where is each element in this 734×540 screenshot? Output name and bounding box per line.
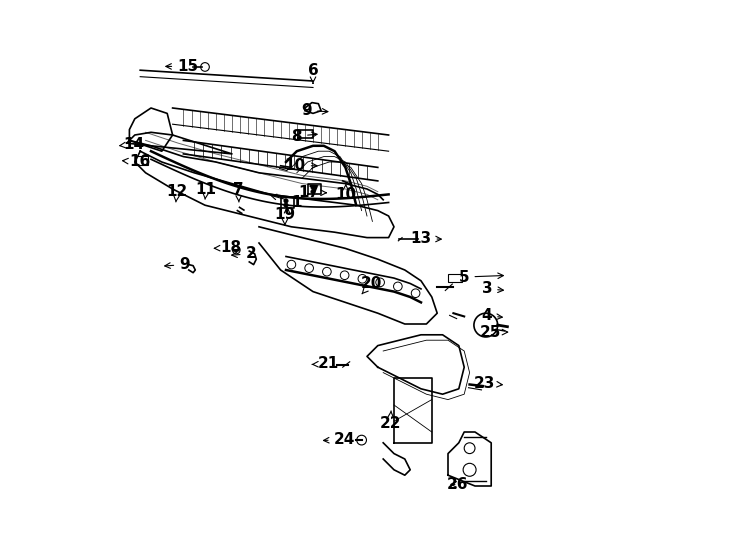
Text: 2: 2 bbox=[232, 246, 256, 261]
Circle shape bbox=[284, 199, 288, 203]
Text: 11: 11 bbox=[195, 181, 217, 199]
Text: 18: 18 bbox=[214, 240, 241, 255]
Circle shape bbox=[310, 190, 315, 194]
Text: 7: 7 bbox=[233, 181, 244, 202]
Text: 13: 13 bbox=[410, 231, 441, 246]
Bar bbox=[448, 274, 462, 282]
Text: 8: 8 bbox=[291, 129, 317, 144]
Text: 21: 21 bbox=[312, 356, 339, 372]
Text: 4: 4 bbox=[482, 308, 502, 323]
Text: 14: 14 bbox=[120, 137, 145, 152]
Circle shape bbox=[284, 203, 288, 207]
Text: 26: 26 bbox=[447, 477, 468, 492]
Text: 9: 9 bbox=[164, 257, 190, 272]
Text: 22: 22 bbox=[379, 411, 401, 431]
Text: 15: 15 bbox=[166, 59, 198, 74]
Text: 1: 1 bbox=[271, 194, 302, 210]
Text: 25: 25 bbox=[479, 325, 508, 340]
Text: 16: 16 bbox=[123, 154, 150, 170]
Text: 17: 17 bbox=[299, 185, 327, 200]
Circle shape bbox=[310, 185, 315, 190]
Text: 6: 6 bbox=[308, 63, 319, 83]
Text: 23: 23 bbox=[474, 376, 502, 391]
Text: 9: 9 bbox=[301, 103, 328, 118]
Text: 12: 12 bbox=[167, 184, 188, 202]
Text: 19: 19 bbox=[275, 207, 296, 225]
Text: 10: 10 bbox=[285, 158, 317, 173]
Text: 10: 10 bbox=[335, 184, 356, 202]
Text: 24: 24 bbox=[324, 432, 355, 447]
Bar bbox=[136, 156, 148, 165]
Text: 5: 5 bbox=[459, 269, 504, 285]
Text: 20: 20 bbox=[360, 276, 382, 294]
Text: 3: 3 bbox=[482, 281, 504, 296]
